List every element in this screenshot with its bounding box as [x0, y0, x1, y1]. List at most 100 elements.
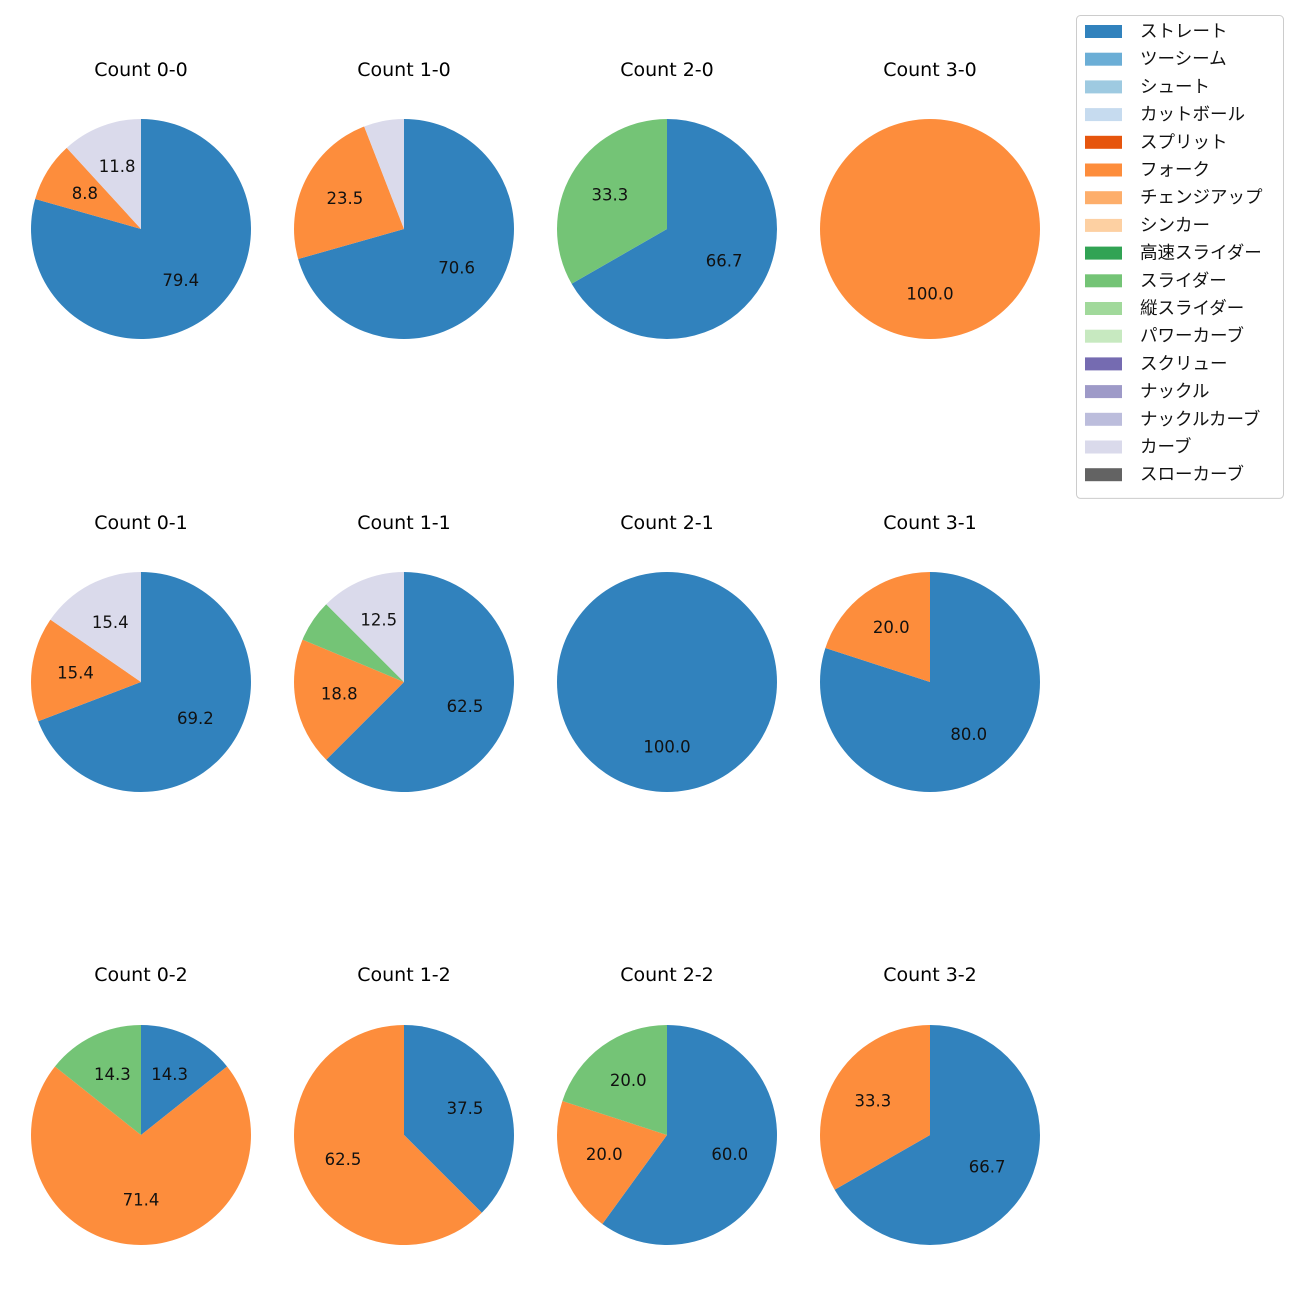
legend-frame	[1076, 15, 1284, 499]
pie-count-8: Count 0-2 14.3 71.4 14.3	[31, 964, 252, 1246]
pie-title: Count 1-2	[357, 964, 451, 986]
legend-label: スプリット	[1140, 133, 1228, 153]
pie-count-7: Count 3-1 80.0 20.0	[819, 512, 1040, 792]
legend-swatch	[1085, 412, 1122, 426]
pie-slice	[35, 147, 141, 229]
legend-item: スクリュー	[1085, 354, 1228, 374]
legend-item: ストレート	[1085, 22, 1228, 42]
pie-count-3: Count 3-0 100.0	[820, 59, 1040, 339]
legend-swatch	[1085, 246, 1122, 260]
pie-slice	[556, 1101, 667, 1224]
pie-slice	[819, 1025, 930, 1190]
legend-item: 高速スライダー	[1085, 244, 1262, 264]
legend-label: フォーク	[1140, 161, 1210, 181]
legend-label: ツーシーム	[1140, 50, 1227, 70]
legend-label: カーブ	[1140, 437, 1191, 458]
pie-count-1: Count 1-0 70.6 23.5	[294, 59, 515, 339]
pie-slice	[834, 1025, 1040, 1245]
legend-label: スローカーブ	[1140, 464, 1244, 485]
pie-count-5: Count 1-1 62.5 18.8 12.5	[294, 512, 515, 792]
pie-slice-label: 33.3	[855, 1091, 892, 1110]
legend-item: スプリット	[1085, 133, 1228, 153]
legend-swatch	[1085, 218, 1122, 232]
legend-swatch	[1085, 108, 1122, 122]
legend-swatch	[1085, 385, 1122, 399]
legend-item: スライダー	[1085, 271, 1227, 291]
pie-title: Count 3-0	[883, 59, 977, 81]
pie-slice-label: 80.0	[950, 725, 987, 744]
pie-slice	[54, 1025, 141, 1135]
pie-slice-label: 12.5	[360, 611, 397, 630]
pie-slice	[819, 572, 1040, 792]
legend: ストレートツーシームシュートカットボールスプリットフォークチェンジアップシンカー…	[1076, 15, 1284, 499]
pie-slice-label: 62.5	[447, 697, 484, 716]
legend-swatch	[1085, 191, 1122, 205]
pie-slice	[602, 1025, 777, 1245]
legend-swatch	[1085, 80, 1122, 94]
legend-item: チェンジアップ	[1085, 188, 1263, 208]
pie-slice-label: 20.0	[610, 1071, 647, 1090]
legend-swatch	[1085, 52, 1122, 66]
pie-slice-label: 14.3	[94, 1065, 131, 1084]
pie-slice-label: 71.4	[123, 1191, 160, 1210]
pie-slice-label: 11.8	[99, 157, 136, 176]
pie-slice-label: 70.6	[438, 258, 475, 277]
pie-slice-label: 66.7	[706, 252, 743, 271]
pie-slice-label: 15.4	[92, 613, 129, 632]
legend-item: ナックルカーブ	[1085, 409, 1260, 430]
legend-item: カーブ	[1085, 437, 1191, 458]
legend-swatch	[1085, 163, 1122, 177]
pie-slice	[326, 572, 404, 682]
legend-label: チェンジアップ	[1140, 188, 1263, 208]
pie-slice	[141, 1025, 228, 1135]
pie-slice	[557, 572, 777, 792]
legend-swatch	[1085, 135, 1122, 149]
pie-title: Count 1-0	[357, 59, 451, 81]
pie-slice	[50, 572, 141, 682]
pie-count-10: Count 2-2 60.0 20.0 20.0	[556, 964, 777, 1245]
pie-slice-label: 33.3	[592, 185, 629, 204]
legend-item: カットボール	[1085, 105, 1245, 125]
pie-slice-label: 20.0	[586, 1145, 623, 1164]
pie-slice	[293, 1024, 482, 1245]
legend-swatch	[1085, 329, 1122, 343]
legend-label: スクリュー	[1140, 354, 1228, 374]
pie-slice	[298, 119, 515, 339]
legend-swatch	[1085, 468, 1122, 482]
pie-count-4: Count 0-1 69.2 15.4 15.4	[30, 512, 251, 792]
pie-slice	[38, 572, 251, 792]
pie-slice-label: 20.0	[873, 618, 910, 637]
pie-slice-label: 23.5	[327, 189, 364, 208]
pie-slice	[31, 119, 252, 339]
pie-slice	[825, 572, 930, 682]
pie-count-9: Count 1-2 37.5 62.5	[293, 964, 514, 1245]
pie-slice-label: 8.8	[72, 184, 98, 203]
pie-slice-label: 37.5	[447, 1099, 484, 1118]
pie-slice-label: 62.5	[325, 1150, 362, 1169]
legend-item: フォーク	[1085, 161, 1210, 181]
pie-title: Count 0-2	[94, 964, 188, 986]
legend-item: ナックル	[1085, 382, 1209, 402]
pie-count-11: Count 3-2 66.7 33.3	[819, 964, 1040, 1245]
legend-item: スローカーブ	[1085, 464, 1244, 485]
pie-slice-label: 14.3	[151, 1065, 188, 1084]
legend-label: パワーカーブ	[1140, 326, 1244, 347]
pie-slice-label: 60.0	[711, 1145, 748, 1164]
pie-slice-label: 69.2	[177, 709, 214, 728]
legend-item: ツーシーム	[1085, 50, 1227, 70]
legend-label: 縦スライダー	[1140, 299, 1244, 319]
pie-slice	[820, 119, 1040, 339]
pie-title: Count 3-1	[883, 512, 977, 534]
pie-title: Count 2-0	[620, 59, 714, 81]
pie-slice-label: 15.4	[57, 664, 94, 683]
legend-item: 縦スライダー	[1085, 299, 1244, 319]
pie-slice	[66, 119, 141, 229]
pie-title: Count 0-0	[94, 59, 188, 81]
pie-title: Count 2-2	[620, 964, 714, 986]
legend-item: シンカー	[1085, 216, 1210, 236]
pie-slice-label: 18.8	[321, 684, 358, 703]
pie-slice	[556, 119, 667, 284]
pie-slice	[30, 619, 141, 722]
